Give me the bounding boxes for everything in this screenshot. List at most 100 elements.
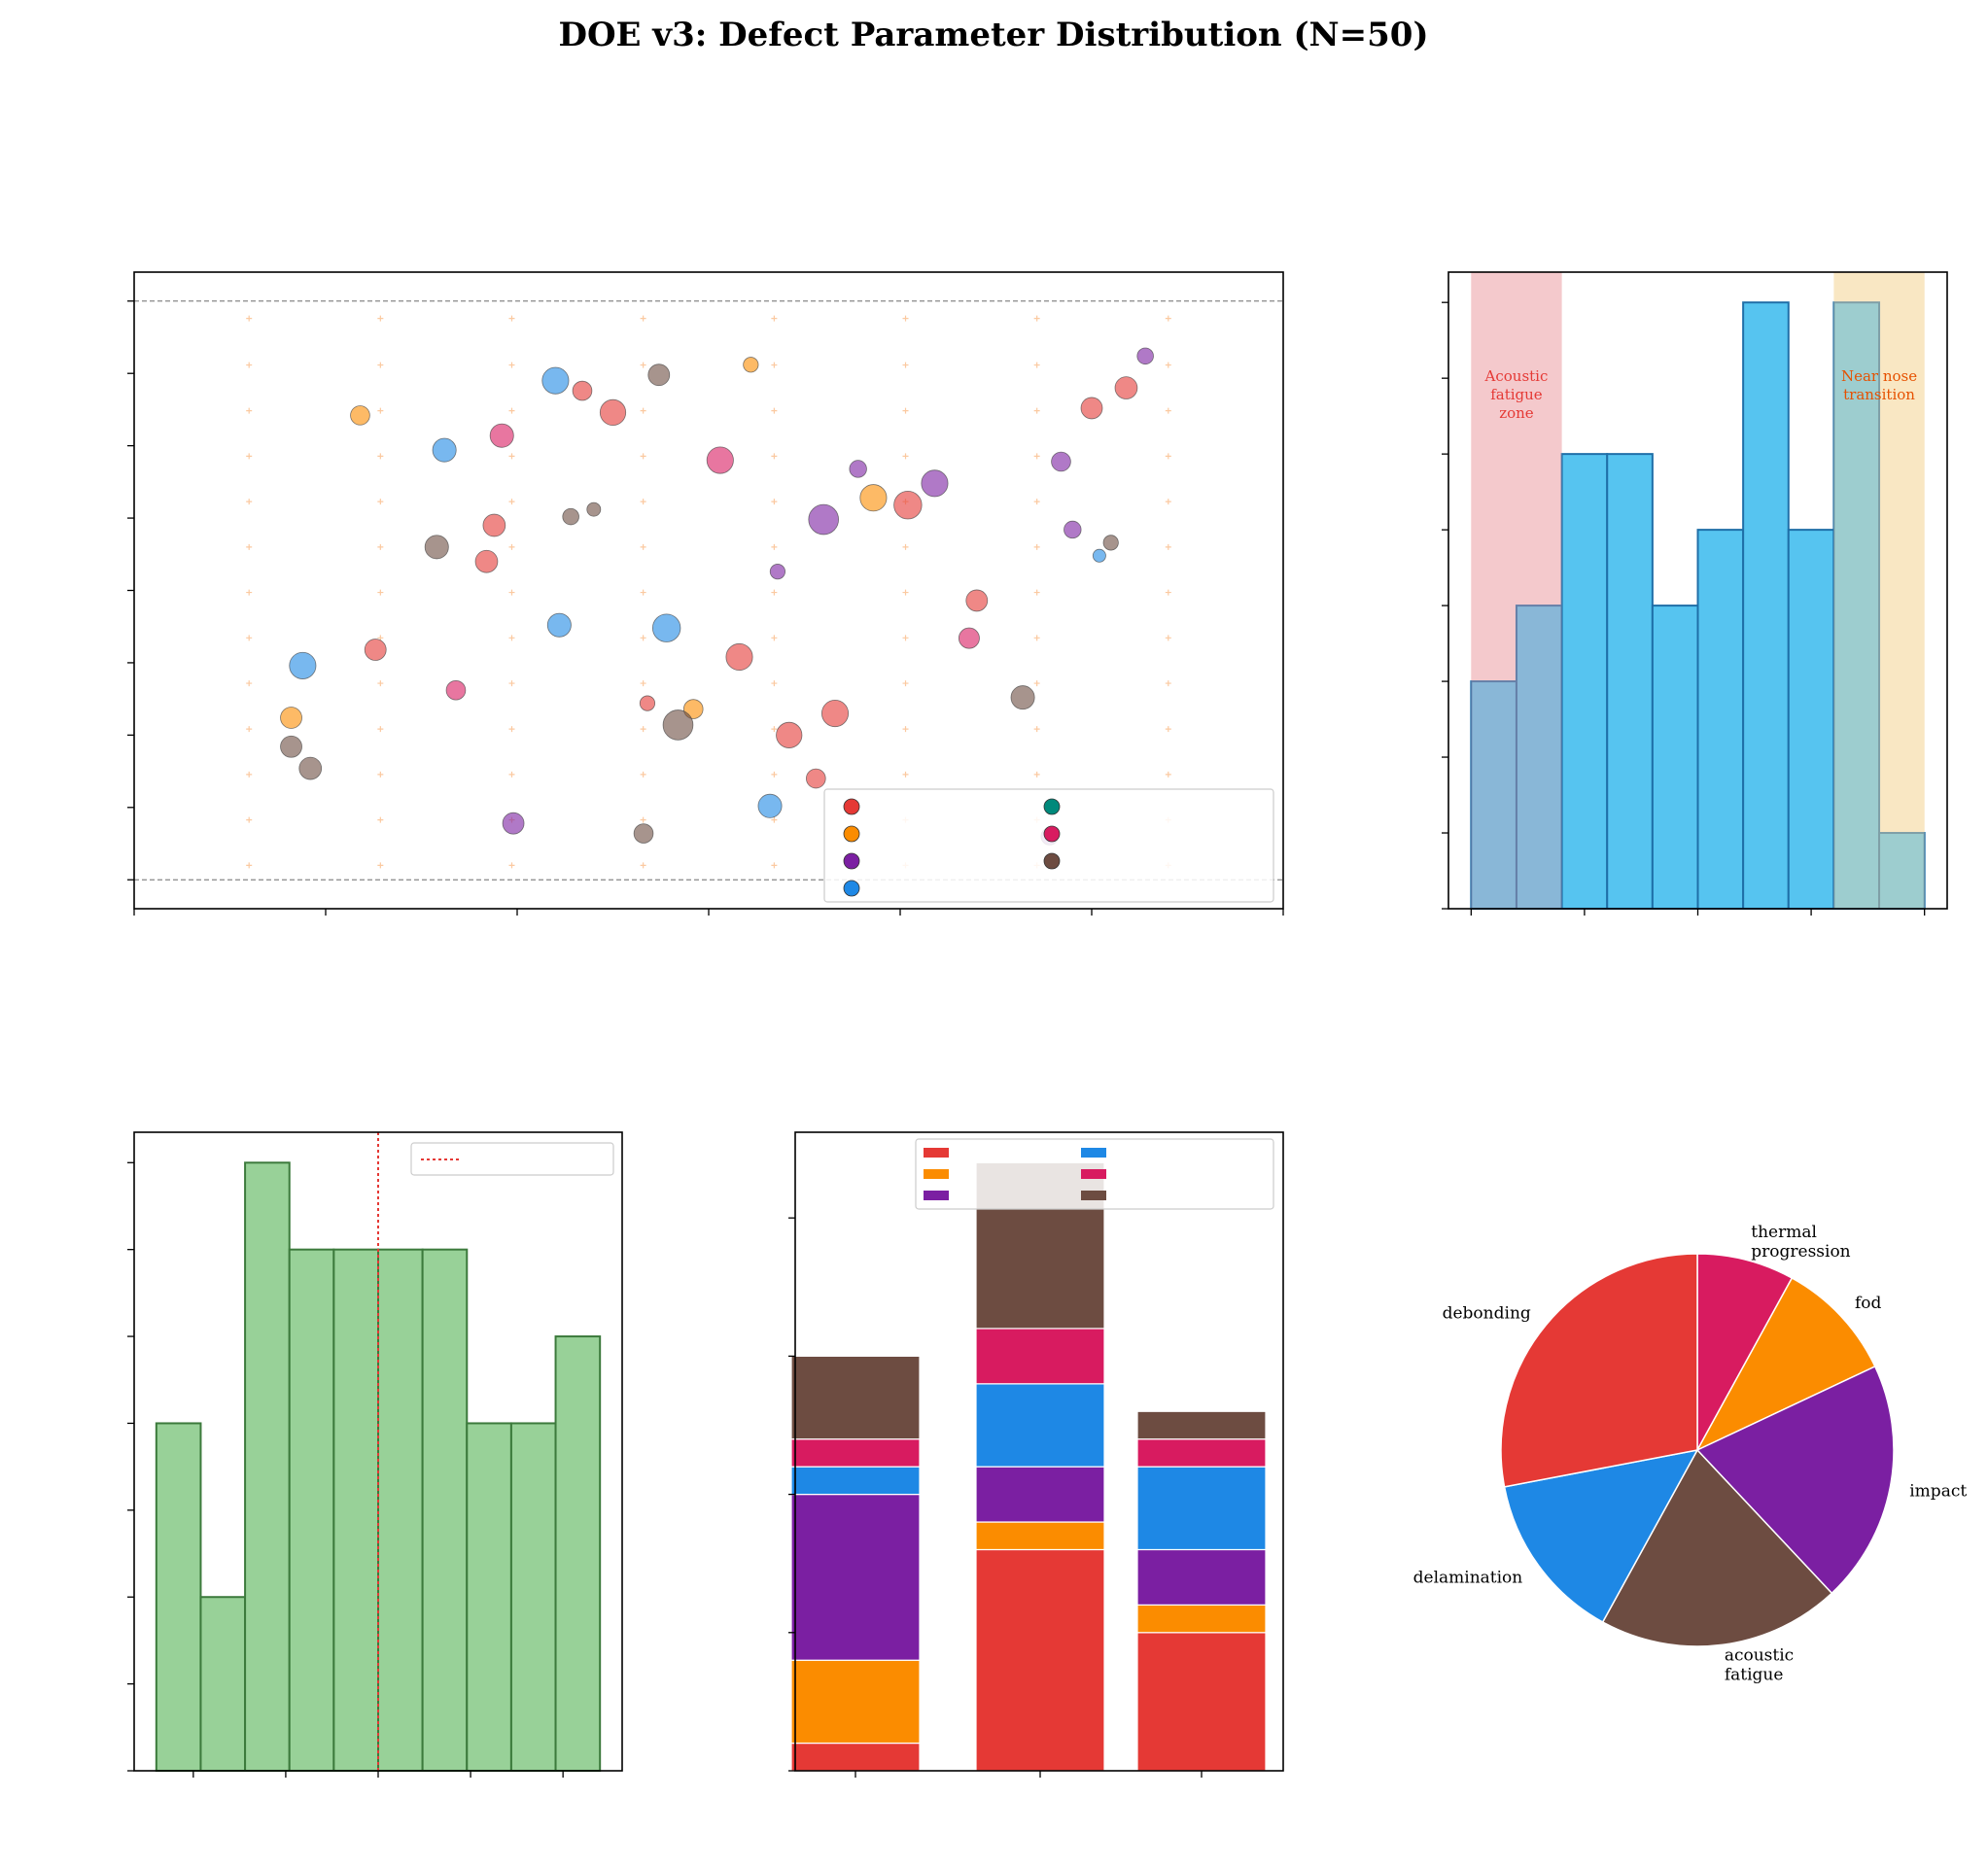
sensor-grid-mark: [246, 862, 253, 869]
stacked-bar-thermal_progression: [975, 1328, 1105, 1385]
defect-point-delamination: [1092, 548, 1106, 563]
panel-b-axial-histogram: Acoustic fatigue zone Near nose transition: [1442, 271, 1948, 916]
defect-point-acoustic_fatigue: [1010, 685, 1035, 710]
histogram-bar: [1742, 301, 1790, 910]
defect-point-impact: [849, 460, 867, 478]
sensor-grid-mark: [1165, 771, 1171, 778]
defect-point-thermal_progression: [489, 423, 514, 448]
defect-point-acoustic_fatigue: [1102, 535, 1119, 551]
defect-point-acoustic_fatigue: [562, 507, 579, 526]
panel-a-scatter: [127, 271, 1284, 916]
sensor-grid-mark: [771, 407, 778, 414]
sensor-grid-mark: [377, 453, 384, 460]
sensor-grid-mark: [640, 543, 646, 550]
legend-marker-impact: [843, 852, 860, 870]
legend-marker-thermal_progression: [1043, 825, 1061, 843]
defect-point-delamination: [546, 612, 572, 638]
pie-category-label: fod: [1855, 1294, 1882, 1313]
defect-point-debonding: [806, 768, 826, 789]
sensor-grid-mark: [640, 726, 646, 733]
stacked-bar-thermal_progression: [790, 1438, 921, 1468]
sensor-grid-mark: [1033, 771, 1040, 778]
histogram-bar: [332, 1248, 380, 1772]
pie-category-label: acoustic fatigue: [1725, 1645, 1794, 1684]
defect-point-impact: [502, 812, 525, 835]
legend-swatch-debonding: [924, 1148, 949, 1158]
pie-category-label: thermal progression: [1751, 1223, 1850, 1262]
sensor-grid-mark: [246, 407, 253, 414]
histogram-bar: [509, 1422, 557, 1772]
defect-point-impact: [921, 469, 949, 498]
sensor-grid-mark: [640, 407, 646, 414]
stacked-bar-delamination: [975, 1383, 1105, 1468]
panel-e-pie: thermal progression fod impact acoustic fatig…: [1413, 1223, 1968, 1685]
histogram-bar: [1606, 453, 1654, 910]
sensor-grid-mark: [508, 362, 515, 368]
sensor-grid-mark: [1165, 589, 1171, 596]
histogram-bar: [199, 1596, 247, 1772]
sensor-grid-mark: [640, 680, 646, 687]
sensor-grid-mark: [771, 680, 778, 687]
sensor-grid-mark: [902, 589, 909, 596]
stacked-bar-thermal_progression: [1136, 1438, 1267, 1468]
annotation-label: Acoustic fatigue zone: [1484, 367, 1549, 422]
sensor-grid-mark: [771, 543, 778, 550]
sensor-grid-mark: [1033, 362, 1040, 368]
sensor-grid-mark: [640, 589, 646, 596]
defect-point-thermal_progression: [706, 446, 734, 474]
defect-point-debonding: [364, 639, 387, 661]
sensor-grid-mark: [1033, 635, 1040, 641]
sensor-grid-mark: [771, 589, 778, 596]
defect-point-acoustic_fatigue: [586, 501, 602, 517]
sensor-grid-mark: [377, 589, 384, 596]
panel-d-stacked-bar: [788, 1131, 1284, 1778]
defect-point-delamination: [541, 366, 570, 395]
sensor-grid-mark: [246, 771, 253, 778]
sensor-grid-mark: [640, 635, 646, 641]
defect-point-debonding: [599, 398, 627, 426]
sensor-grid-mark: [377, 407, 384, 414]
sensor-grid-mark: [771, 862, 778, 869]
pie-category-label: debonding: [1443, 1303, 1531, 1323]
defect-point-delamination: [289, 651, 317, 679]
sensor-grid-mark: [640, 453, 646, 460]
histogram-bar: [1832, 301, 1881, 910]
legend-swatch-fod: [924, 1169, 949, 1179]
pie-slice-acoustic_fatigue: [1601, 1448, 1833, 1647]
sensor-grid-mark: [508, 862, 515, 869]
sensor-grid-mark: [771, 726, 778, 733]
defect-point-debonding: [1080, 397, 1103, 420]
legend-marker-delamination: [843, 880, 860, 897]
stacked-bar-impact: [975, 1466, 1105, 1523]
sensor-grid-mark: [771, 453, 778, 460]
sensor-grid-mark: [771, 771, 778, 778]
sensor-grid-mark: [902, 771, 909, 778]
defect-point-impact: [1064, 520, 1082, 539]
sensor-grid-mark: [771, 635, 778, 641]
figure-title: DOE v3: Defect Parameter Distribution (N…: [558, 16, 1428, 54]
pie-category-label: impact: [1909, 1482, 1967, 1502]
sensor-grid-mark: [246, 499, 253, 505]
sensor-grid-mark: [1033, 499, 1040, 505]
defect-point-debonding: [639, 695, 656, 711]
defect-point-acoustic_fatigue: [280, 735, 302, 758]
sensor-grid-mark: [508, 726, 515, 733]
sensor-grid-mark: [771, 315, 778, 322]
stacked-bar-impact: [790, 1493, 921, 1661]
sensor-grid-mark: [246, 589, 253, 596]
sensor-grid-mark: [902, 726, 909, 733]
legend-marker-inner_debond: [1043, 798, 1061, 815]
defect-point-delamination: [432, 437, 457, 463]
defect-point-debonding: [965, 589, 989, 612]
plot-frame: [794, 1131, 1284, 1772]
defect-point-debonding: [1114, 376, 1138, 399]
sensor-grid-mark: [1165, 499, 1171, 505]
stacked-bar-acoustic_fatigue: [790, 1355, 921, 1440]
sensor-grid-mark: [246, 816, 253, 823]
annotation-overlay: [1833, 272, 1925, 909]
defect-point-debonding: [725, 642, 753, 672]
sensor-grid-mark: [640, 362, 646, 368]
sensor-grid-mark: [1033, 315, 1040, 322]
defect-point-impact: [808, 503, 839, 536]
